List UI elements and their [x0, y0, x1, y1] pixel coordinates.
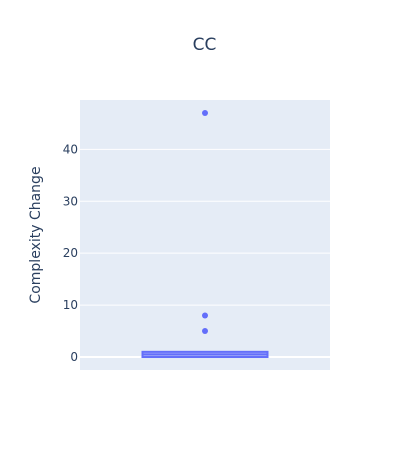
y-axis-label: Complexity Change	[28, 166, 44, 303]
outlier-point-5	[202, 328, 208, 335]
chart-title: CC	[193, 35, 217, 55]
y-tick-label-0: 0	[70, 350, 78, 364]
box-trace	[141, 350, 269, 359]
outlier-point-47	[202, 109, 208, 116]
y-tick-label-40: 40	[63, 142, 78, 156]
outlier-points	[202, 109, 208, 335]
plot-area	[80, 100, 330, 370]
y-tick-label-30: 30	[63, 194, 78, 208]
y-axis-ticks: 0 10 20 30 40	[63, 142, 78, 364]
y-tick-label-20: 20	[63, 246, 78, 260]
y-tick-label-10: 10	[63, 298, 78, 312]
outlier-point-8	[202, 312, 208, 319]
